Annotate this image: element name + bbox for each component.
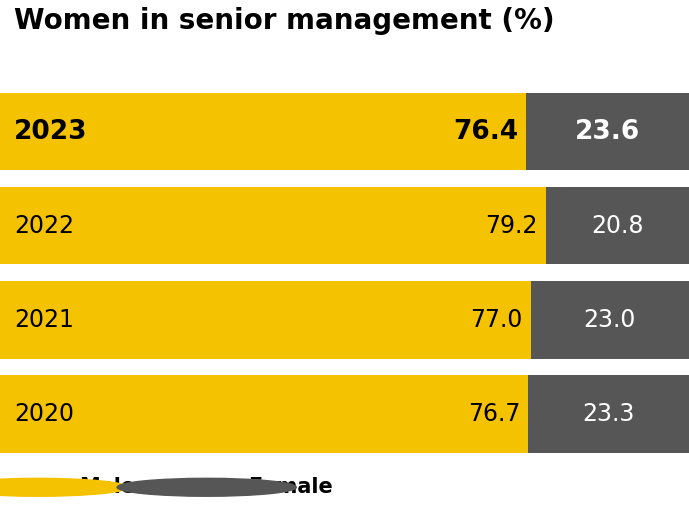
Text: Female: Female <box>248 478 333 497</box>
Bar <box>0 93 526 171</box>
Text: 76.4: 76.4 <box>453 119 518 145</box>
Circle shape <box>0 478 127 496</box>
Text: 2021: 2021 <box>14 308 74 332</box>
Circle shape <box>117 478 296 496</box>
Text: 76.7: 76.7 <box>468 402 520 426</box>
Text: 23.6: 23.6 <box>575 119 640 145</box>
Text: 20.8: 20.8 <box>591 214 644 238</box>
Bar <box>0 375 528 453</box>
Text: 23.0: 23.0 <box>584 308 636 332</box>
Bar <box>0 187 546 264</box>
Text: 77.0: 77.0 <box>470 308 522 332</box>
Bar <box>0 281 531 359</box>
Bar <box>531 281 689 359</box>
Text: 2020: 2020 <box>14 402 74 426</box>
Bar <box>528 375 689 453</box>
Bar <box>546 187 689 264</box>
Text: 2023: 2023 <box>14 119 88 145</box>
Text: Women in senior management (%): Women in senior management (%) <box>14 7 555 35</box>
Bar <box>526 93 689 171</box>
Text: Male: Male <box>79 478 135 497</box>
Text: 79.2: 79.2 <box>485 214 537 238</box>
Text: 23.3: 23.3 <box>582 402 635 426</box>
Text: 2022: 2022 <box>14 214 74 238</box>
